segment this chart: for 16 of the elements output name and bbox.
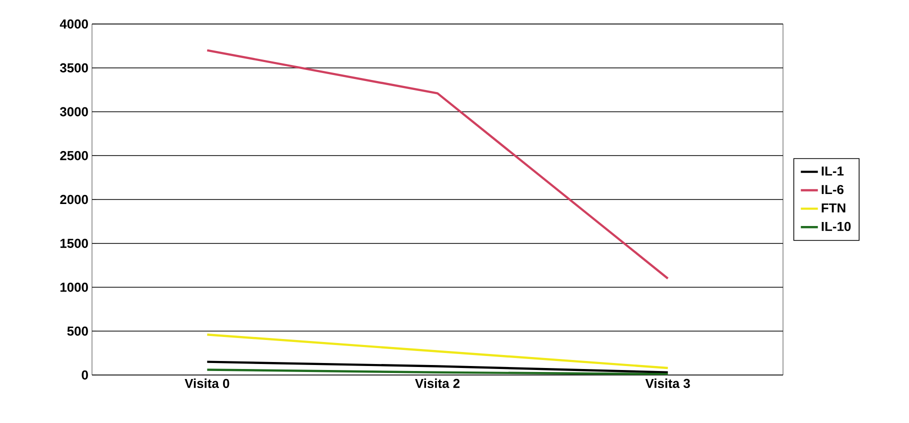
y-tick-label: 2000 [60, 194, 88, 204]
y-tick-label: 0 [82, 370, 88, 380]
y-tick-label: 1500 [60, 238, 88, 248]
y-tick-label: 2500 [60, 151, 88, 160]
y-tick-label: 500 [67, 326, 88, 336]
y-tick-label: 1000 [60, 282, 88, 292]
y-tick-label: 4000 [60, 19, 88, 29]
legend-label: IL-6 [822, 184, 844, 194]
legend-label: IL-10 [822, 222, 851, 232]
y-tick-label: 3000 [60, 107, 88, 116]
y-tick-label: 3500 [60, 63, 88, 72]
legend-label: IL-1 [822, 166, 844, 176]
legend-label: FTN [822, 203, 846, 212]
x-tick-label: Visita 3 [645, 378, 690, 388]
x-tick-label: Visita 0 [184, 378, 230, 388]
x-tick-label: Visita 2 [415, 378, 460, 388]
